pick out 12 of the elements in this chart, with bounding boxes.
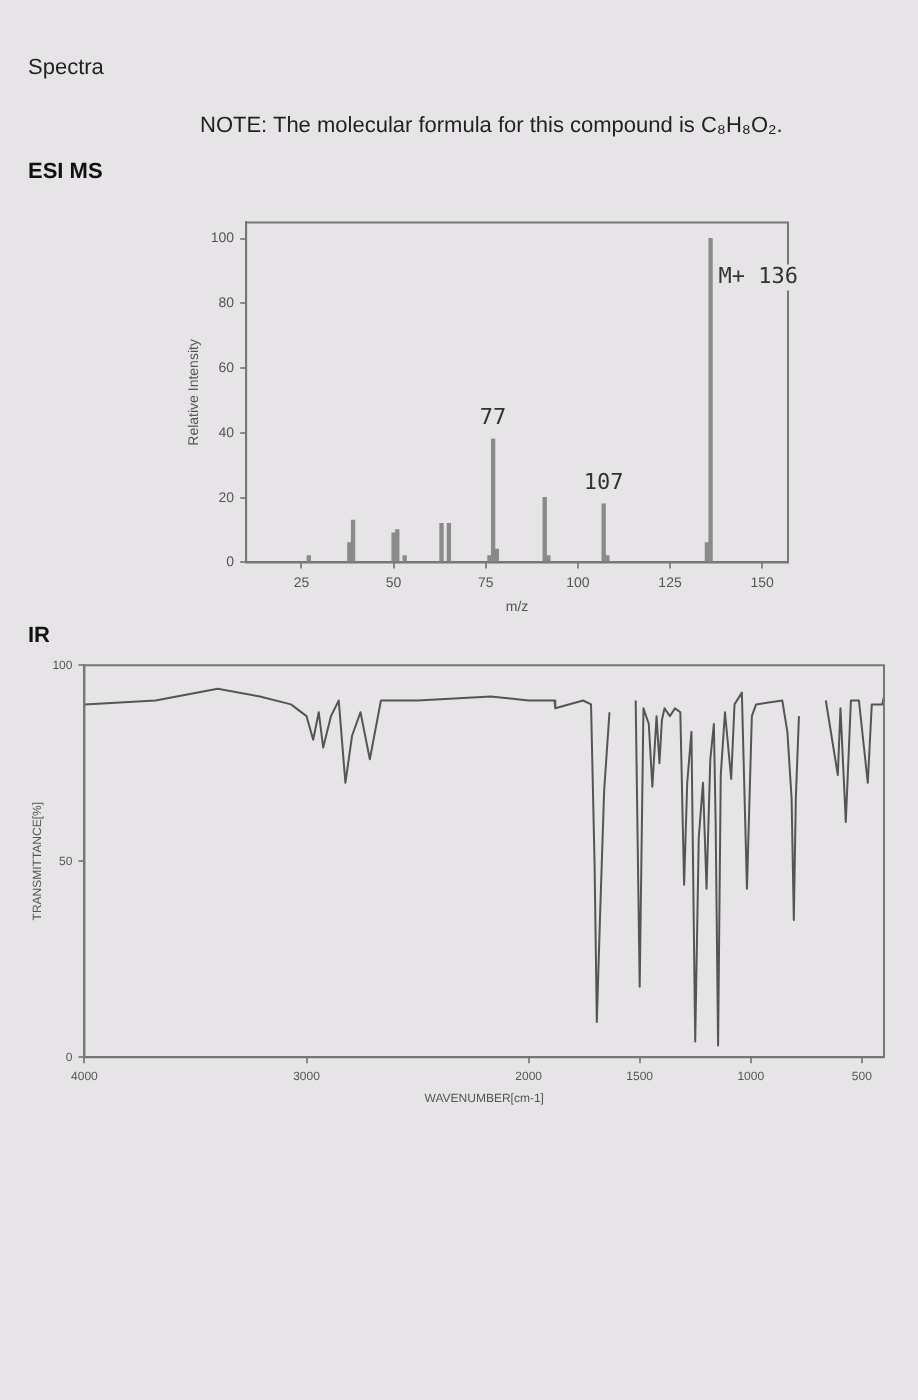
bar [708,237,713,563]
annotation: M+ 136 [718,263,799,290]
bar [446,522,452,563]
bar [439,522,444,563]
text: Spectra [28,56,104,80]
bar [490,438,496,563]
text: NOTE: The molecular formula for this compound is C₈H₈O₂. [200,114,783,138]
annotation: 77 [479,404,507,431]
bar [350,519,356,563]
annotation: 107 [583,468,624,495]
chart-title: IR [28,624,50,648]
text: ESI MS [28,160,103,184]
